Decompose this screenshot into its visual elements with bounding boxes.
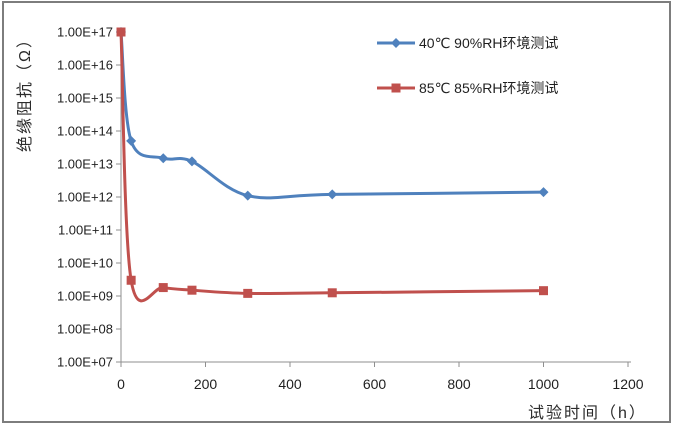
data-point-marker — [539, 286, 548, 296]
x-tick-label: 200 — [194, 376, 218, 392]
legend-marker-diamond-icon — [377, 38, 415, 48]
data-point-marker — [158, 283, 168, 293]
y-tick-label: 1.00E+16 — [57, 58, 113, 73]
y-axis-title: 绝缘阻抗（Ω） — [17, 30, 34, 152]
y-tick-label: 1.00E+15 — [57, 91, 113, 106]
legend: 40℃ 90%RH环境测试 85℃ 85%RH环境测试 — [377, 31, 558, 100]
legend-item-40c-90rh: 40℃ 90%RH环境测试 — [377, 31, 558, 55]
x-tick-label: 800 — [447, 376, 471, 392]
data-point-marker — [187, 285, 197, 295]
legend-item-85c-85rh: 85℃ 85%RH环境测试 — [377, 76, 558, 100]
data-point-marker — [327, 288, 337, 298]
data-point-marker — [242, 190, 253, 201]
series-85c-85rh — [116, 27, 548, 303]
x-tick-label: 600 — [363, 376, 387, 392]
y-tick-label: 1.00E+12 — [57, 190, 113, 205]
x-axis-title: 试验时间（h） — [528, 405, 647, 422]
y-tick-label: 1.00E+09 — [57, 289, 113, 304]
data-point-marker — [538, 187, 549, 198]
legend-label-85c-85rh: 85℃ 85%RH环境测试 — [419, 80, 559, 96]
x-tick-label: 0 — [117, 376, 125, 392]
y-tick-label: 1.00E+07 — [57, 355, 113, 370]
legend-diamond-marker — [391, 38, 401, 48]
data-point-marker — [243, 288, 253, 298]
data-point-marker — [186, 156, 197, 167]
data-point-marker — [126, 275, 136, 285]
y-tick-label: 1.00E+10 — [57, 256, 113, 271]
legend-marker-square-icon — [377, 83, 415, 93]
y-tick-label: 1.00E+11 — [58, 223, 113, 238]
y-tick-label: 1.00E+13 — [57, 157, 113, 172]
x-tick-label: 1200 — [612, 376, 643, 392]
data-point-marker — [126, 135, 137, 146]
data-point-marker — [327, 189, 338, 200]
data-point-marker — [116, 27, 126, 37]
data-point-marker — [158, 153, 169, 164]
x-tick-label: 400 — [278, 376, 302, 392]
chart-frame — [2, 1, 671, 423]
y-tick-label: 1.00E+08 — [57, 322, 113, 337]
x-tick-label: 1000 — [528, 376, 559, 392]
legend-label-40c-90rh: 40℃ 90%RH环境测试 — [419, 35, 559, 51]
y-tick-label: 1.00E+17 — [57, 25, 113, 40]
legend-square-marker — [391, 83, 401, 93]
y-tick-label: 1.00E+14 — [57, 124, 113, 139]
